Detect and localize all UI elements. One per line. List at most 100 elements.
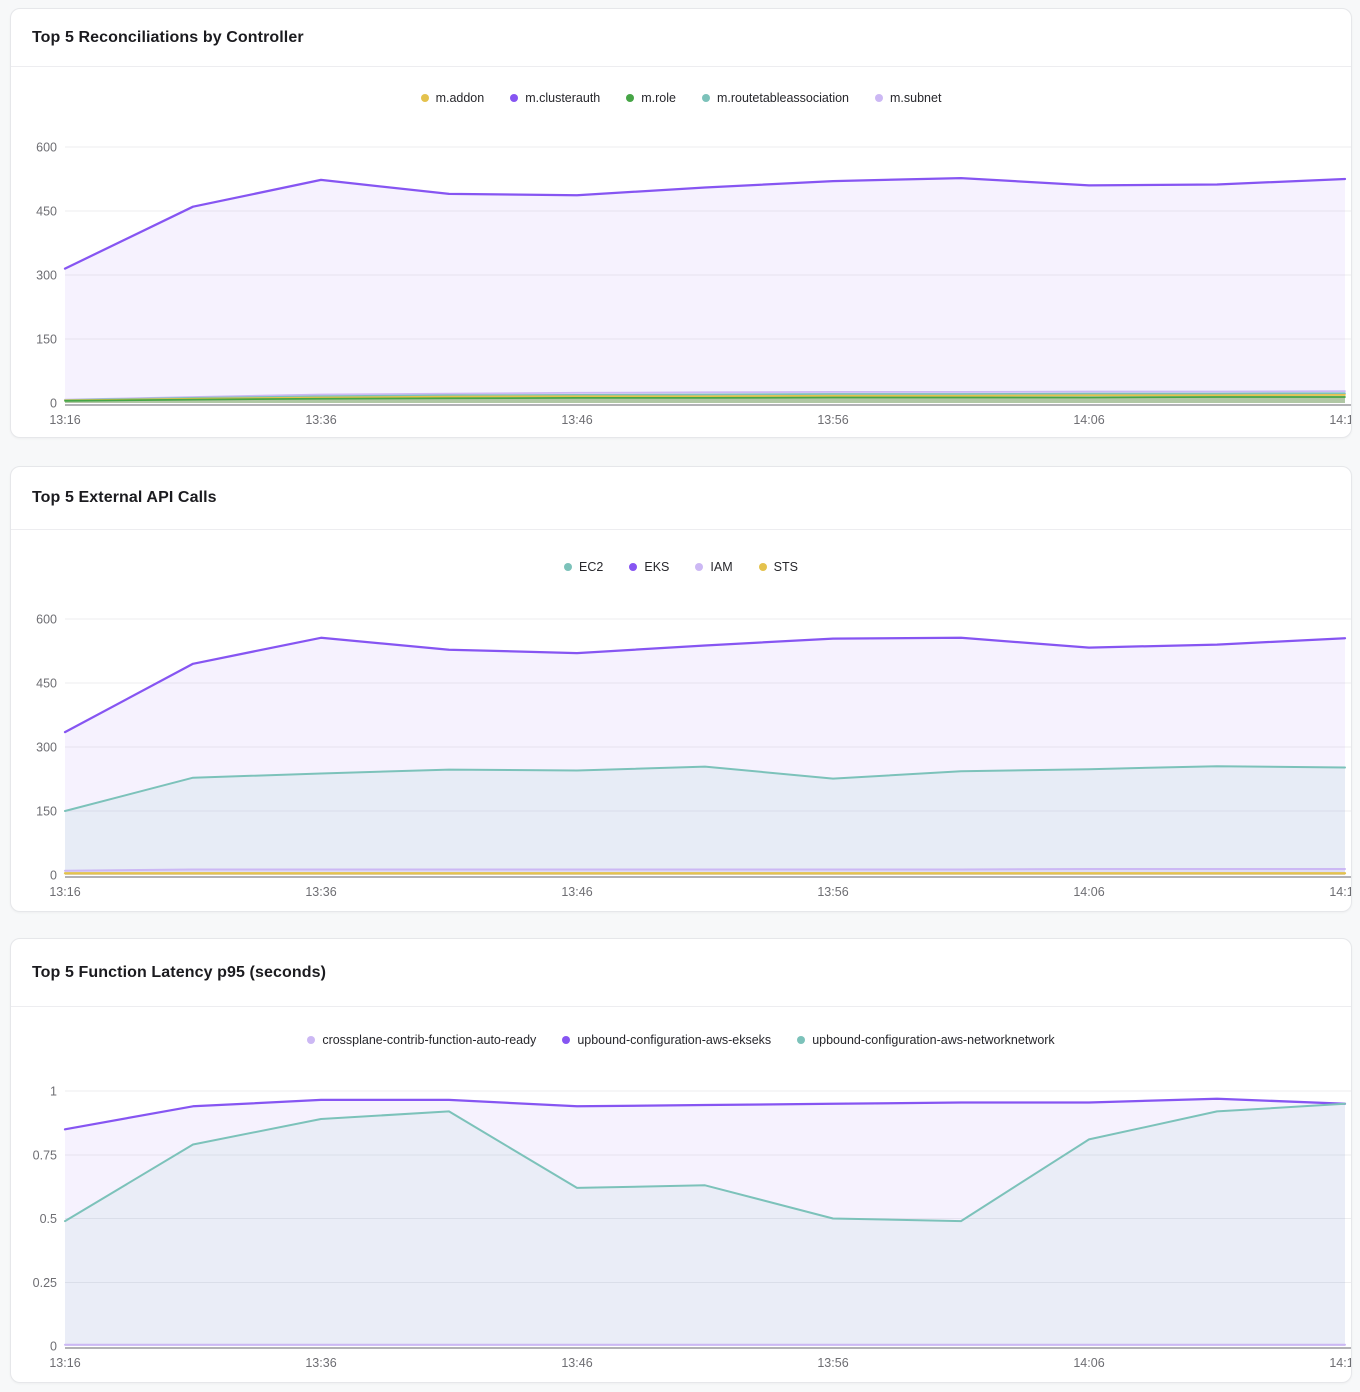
y-axis-tick-label: 300 <box>36 269 57 283</box>
chart-card-reconciliations: Top 5 Reconciliations by Controller m.ad… <box>10 8 1352 438</box>
x-axis-tick-label: 14:16 <box>1329 885 1351 899</box>
x-axis-tick-label: 13:56 <box>817 413 848 427</box>
series-line-m.subnet <box>64 390 1346 401</box>
series-line-EKS <box>63 636 1347 734</box>
legend-dot-icon <box>758 563 767 571</box>
card-header: Top 5 External API Calls <box>11 467 1351 530</box>
x-axis-tick-label: 13:46 <box>561 885 592 899</box>
legend-dot-icon <box>510 94 519 102</box>
chart-title: Top 5 External API Calls <box>32 489 217 506</box>
legend-label: EC2 <box>579 560 604 574</box>
legend-item-crossplane-contrib-function-auto-ready[interactable]: crossplane-contrib-function-auto-ready <box>307 1033 536 1047</box>
legend-item-m.routetableassociation[interactable]: m.routetableassociation <box>701 91 850 105</box>
series-line-upbound-configuration-aws-networknetwork <box>64 1102 1346 1223</box>
x-axis-tick-label: 13:56 <box>817 885 848 899</box>
chart-card-function-latency: Top 5 Function Latency p95 (seconds) cro… <box>10 938 1352 1383</box>
legend-item-EC2[interactable]: EC2 <box>564 560 603 574</box>
x-axis-tick-label: 14:06 <box>1073 1356 1104 1370</box>
legend-label: upbound-configuration-aws-ekseks <box>577 1033 772 1047</box>
series-area-EKS <box>65 637 1345 875</box>
y-axis-tick-label: 150 <box>36 805 57 819</box>
y-axis-tick-label: 0.5 <box>40 1212 57 1226</box>
legend-label: m.subnet <box>890 91 942 105</box>
x-axis-tick-label: 13:36 <box>305 413 336 427</box>
legend-item-m.role[interactable]: m.role <box>626 91 676 105</box>
legend-dot-icon <box>564 563 573 571</box>
legend-dot-icon <box>695 563 704 571</box>
legend-dot-icon <box>875 94 884 102</box>
series-line-m.addon <box>64 394 1346 402</box>
legend-item-STS[interactable]: STS <box>758 560 798 574</box>
y-axis-tick-label: 0.75 <box>33 1148 57 1162</box>
legend-item-upbound-configuration-aws-networknetwork[interactable]: upbound-configuration-aws-networknetwork <box>797 1033 1055 1047</box>
series-area-m.clusterauth <box>65 178 1345 403</box>
legend-dot-icon <box>420 94 429 102</box>
chart-card-external-api-calls: Top 5 External API Calls EC2 EKS IAM STS 0 15… <box>10 466 1352 912</box>
legend-label: m.clusterauth <box>525 91 601 105</box>
x-axis-tick-label: 13:16 <box>49 885 80 899</box>
chart-title: Top 5 Function Latency p95 (seconds) <box>32 963 327 981</box>
x-axis-tick-label: 13:36 <box>305 1356 336 1370</box>
chart-area[interactable]: EC2 EKS IAM STS 0 150 300 450 600 13:16 13:36 13:46… <box>11 530 1351 912</box>
y-axis-tick-label: 0 <box>50 869 57 883</box>
chart-legend: crossplane-contrib-function-auto-ready up… <box>11 1033 1351 1047</box>
series-line-upbound-configuration-aws-ekseks <box>63 1097 1347 1131</box>
series-line-m.routetableassociation <box>64 392 1346 401</box>
card-header: Top 5 Reconciliations by Controller <box>11 9 1351 67</box>
chart-canvas[interactable]: 0 0.25 0.5 0.75 1 13:16 13:36 13:46 13:56 14:06 14… <box>11 1007 1351 1383</box>
y-axis-tick-label: 600 <box>36 141 57 155</box>
legend-item-upbound-configuration-aws-ekseks[interactable]: upbound-configuration-aws-ekseks <box>562 1033 771 1047</box>
chart-legend: EC2 EKS IAM STS <box>11 560 1351 574</box>
x-axis-tick-label: 14:16 <box>1329 1356 1351 1370</box>
y-axis-tick-label: 1 <box>50 1085 57 1099</box>
legend-item-m.addon[interactable]: m.addon <box>420 91 484 105</box>
legend-dot-icon <box>562 1036 571 1044</box>
legend-item-m.subnet[interactable]: m.subnet <box>875 91 941 105</box>
series-line-EC2 <box>64 765 1346 812</box>
chart-legend: m.addon m.clusterauth m.role m.routetableas… <box>11 91 1351 105</box>
legend-item-IAM[interactable]: IAM <box>695 560 733 574</box>
series-line-m.role <box>64 396 1346 402</box>
x-axis-tick-label: 14:16 <box>1329 413 1351 427</box>
legend-dot-icon <box>629 563 638 571</box>
x-axis-tick-label: 14:06 <box>1073 413 1104 427</box>
legend-label: m.role <box>641 91 676 105</box>
legend-label: IAM <box>710 560 733 574</box>
x-axis-tick-label: 13:46 <box>561 1356 592 1370</box>
legend-label: crossplane-contrib-function-auto-ready <box>322 1033 537 1047</box>
legend-label: EKS <box>644 560 670 574</box>
x-axis-tick-label: 13:16 <box>49 413 80 427</box>
series-area-upbound-configuration-aws-ekseks <box>65 1098 1345 1346</box>
legend-dot-icon <box>797 1036 806 1044</box>
legend-label: m.routetableassociation <box>716 91 850 105</box>
chart-title: Top 5 Reconciliations by Controller <box>32 28 304 46</box>
chart-area[interactable]: crossplane-contrib-function-auto-ready up… <box>11 1007 1351 1383</box>
x-axis-tick-label: 14:06 <box>1073 885 1104 899</box>
legend-dot-icon <box>307 1036 316 1044</box>
y-axis-tick-label: 0 <box>50 397 57 411</box>
x-axis-tick-label: 13:36 <box>305 885 336 899</box>
legend-item-EKS[interactable]: EKS <box>629 560 669 574</box>
y-axis-tick-label: 150 <box>36 333 57 347</box>
series-line-IAM <box>64 868 1346 872</box>
card-header: Top 5 Function Latency p95 (seconds) <box>11 939 1351 1007</box>
legend-label: STS <box>773 560 798 574</box>
chart-canvas[interactable]: 0 150 300 450 600 13:16 13:36 13:46 13:56 14:06 14… <box>11 530 1351 912</box>
y-axis-tick-label: 0 <box>50 1340 57 1354</box>
legend-dot-icon <box>701 94 710 102</box>
chart-area[interactable]: m.addon m.clusterauth m.role m.routetableas… <box>11 67 1351 438</box>
y-axis-tick-label: 450 <box>36 677 57 691</box>
y-axis-tick-label: 300 <box>36 741 57 755</box>
legend-label: upbound-configuration-aws-networknetwork <box>812 1033 1055 1047</box>
y-axis-tick-label: 600 <box>36 613 57 627</box>
series-area-upbound-configuration-aws-networknetwork <box>65 1103 1345 1346</box>
legend-item-m.clusterauth[interactable]: m.clusterauth <box>510 91 600 105</box>
x-axis-tick-label: 13:46 <box>561 413 592 427</box>
series-area-EC2 <box>65 766 1345 875</box>
y-axis-tick-label: 450 <box>36 205 57 219</box>
x-axis-tick-label: 13:56 <box>817 1356 848 1370</box>
legend-dot-icon <box>626 94 635 102</box>
y-axis-tick-label: 0.25 <box>33 1276 57 1290</box>
chart-canvas[interactable]: 0 150 300 450 600 13:16 13:36 13:46 13:56 14:06 14… <box>11 67 1351 438</box>
x-axis-tick-label: 13:16 <box>49 1356 80 1370</box>
